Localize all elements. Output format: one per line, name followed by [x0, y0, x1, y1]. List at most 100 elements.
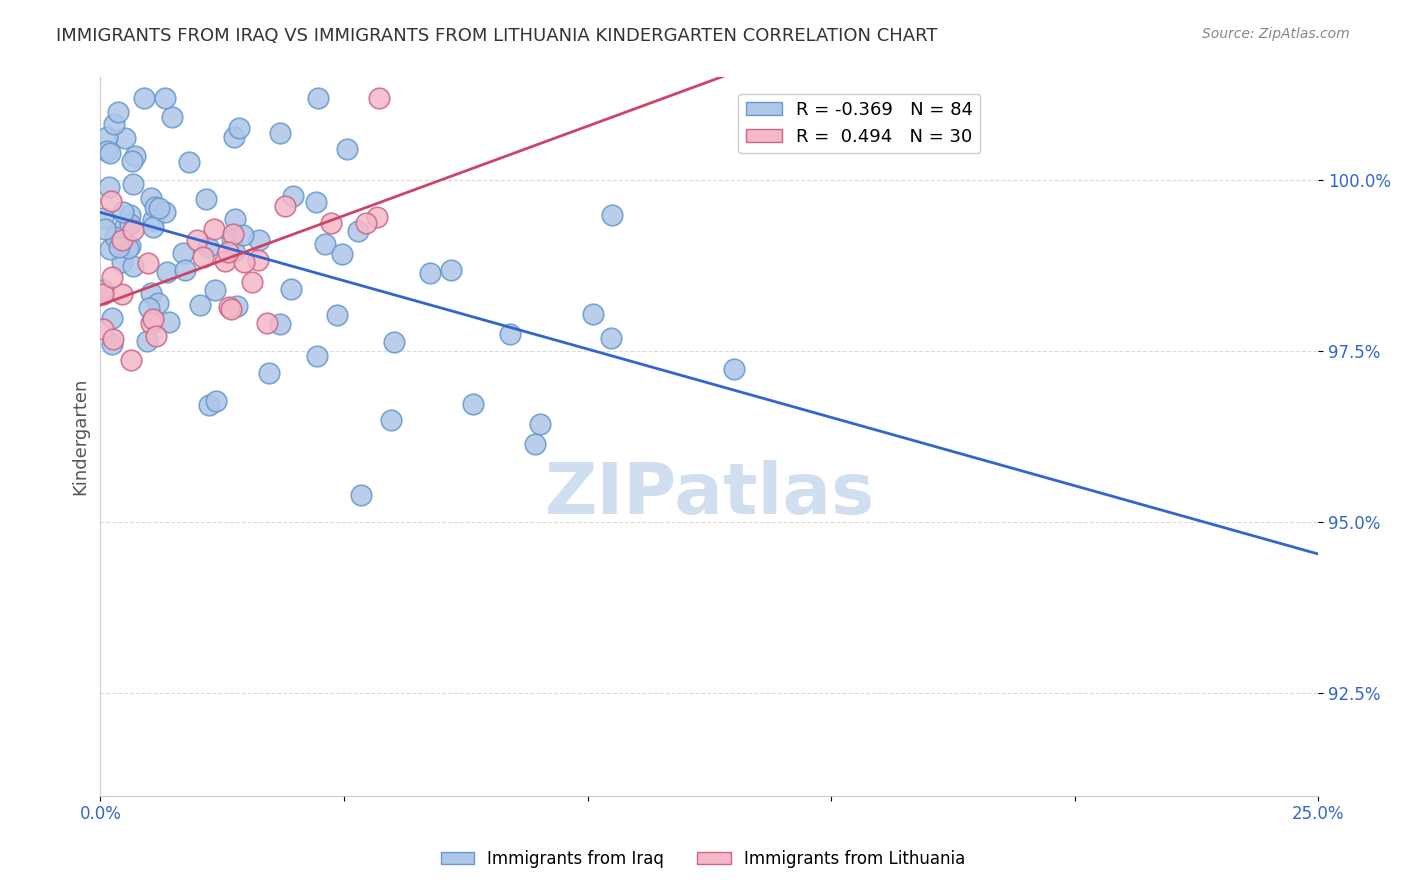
Point	[602, 208, 624, 222]
Point	[103, 332, 125, 346]
Point	[224, 211, 246, 226]
Point	[257, 366, 280, 380]
Point	[281, 189, 304, 203]
Point	[198, 398, 221, 412]
Point	[114, 131, 136, 145]
Point	[135, 334, 157, 348]
Point	[499, 326, 522, 341]
Point	[205, 394, 228, 409]
Point	[174, 263, 197, 277]
Point	[247, 253, 270, 268]
Point	[523, 437, 546, 451]
Point	[108, 240, 131, 254]
Point	[232, 228, 254, 243]
Point	[305, 194, 328, 209]
Point	[305, 349, 328, 363]
Point	[368, 91, 391, 105]
Point	[582, 308, 605, 322]
Point	[380, 413, 402, 427]
Point	[111, 233, 134, 247]
Point	[188, 298, 211, 312]
Point	[269, 127, 291, 141]
Point	[98, 145, 121, 160]
Point	[222, 244, 245, 258]
Point	[382, 334, 405, 349]
Point	[336, 143, 359, 157]
Point	[326, 309, 349, 323]
Y-axis label: Kindergarten: Kindergarten	[72, 378, 89, 495]
Point	[142, 213, 165, 227]
Point	[273, 199, 295, 213]
Point	[319, 216, 342, 230]
Point	[121, 177, 143, 191]
Point	[461, 397, 484, 411]
Point	[330, 247, 353, 261]
Point	[124, 148, 146, 162]
Point	[100, 194, 122, 209]
Point	[529, 417, 551, 431]
Point	[179, 154, 201, 169]
Point	[94, 221, 117, 235]
Point	[142, 220, 165, 235]
Legend: R = -0.369   N = 84, R =  0.494   N = 30: R = -0.369 N = 84, R = 0.494 N = 30	[738, 94, 980, 153]
Point	[91, 287, 114, 301]
Point	[100, 337, 122, 351]
Point	[118, 239, 141, 253]
Point	[98, 179, 121, 194]
Point	[122, 223, 145, 237]
Legend: Immigrants from Iraq, Immigrants from Lithuania: Immigrants from Iraq, Immigrants from Li…	[434, 844, 972, 875]
Point	[240, 275, 263, 289]
Point	[104, 230, 127, 244]
Point	[146, 296, 169, 310]
Point	[354, 216, 377, 230]
Point	[136, 256, 159, 270]
Point	[138, 301, 160, 315]
Point	[96, 129, 118, 144]
Point	[148, 201, 170, 215]
Point	[156, 265, 179, 279]
Point	[96, 144, 118, 158]
Point	[307, 91, 329, 105]
Point	[118, 208, 141, 222]
Point	[145, 328, 167, 343]
Point	[222, 227, 245, 241]
Point	[142, 311, 165, 326]
Point	[111, 204, 134, 219]
Point	[440, 262, 463, 277]
Point	[418, 266, 440, 280]
Point	[723, 361, 745, 376]
Point	[100, 311, 122, 326]
Point	[101, 270, 124, 285]
Point	[139, 316, 162, 330]
Point	[314, 237, 336, 252]
Point	[221, 232, 243, 246]
Text: Source: ZipAtlas.com: Source: ZipAtlas.com	[1202, 27, 1350, 41]
Point	[139, 286, 162, 301]
Text: ZIPatlas: ZIPatlas	[544, 459, 875, 529]
Point	[121, 153, 143, 168]
Point	[366, 211, 388, 225]
Point	[222, 129, 245, 144]
Point	[103, 117, 125, 131]
Point	[194, 192, 217, 206]
Point	[143, 200, 166, 214]
Point	[186, 234, 208, 248]
Point	[228, 120, 250, 135]
Point	[269, 317, 291, 331]
Point	[155, 205, 177, 219]
Point	[202, 222, 225, 236]
Point	[191, 250, 214, 264]
Point	[232, 255, 254, 269]
Point	[120, 353, 142, 368]
Point	[117, 241, 139, 255]
Point	[256, 316, 278, 330]
Point	[114, 219, 136, 234]
Point	[347, 224, 370, 238]
Point	[153, 91, 176, 105]
Point	[93, 211, 115, 225]
Point	[111, 286, 134, 301]
Point	[98, 242, 121, 256]
Point	[247, 233, 270, 247]
Point	[91, 322, 114, 336]
Point	[226, 300, 249, 314]
